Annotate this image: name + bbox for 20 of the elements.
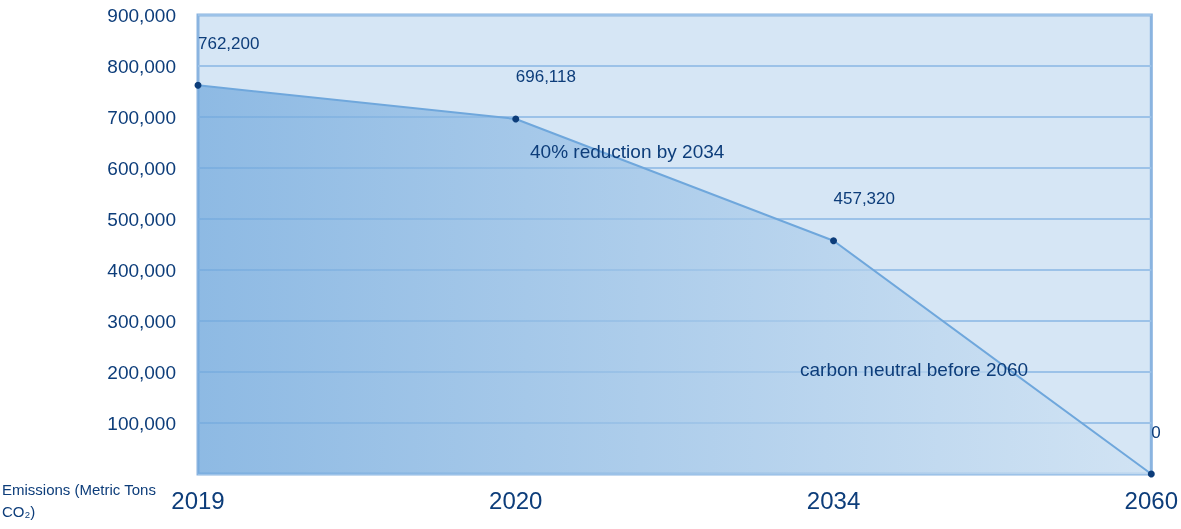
- x-tick-label: 2060: [1124, 486, 1178, 514]
- y-tick-label: 200,000: [107, 361, 176, 383]
- y-tick-label: 600,000: [107, 157, 176, 179]
- y-tick-label: 800,000: [107, 55, 176, 77]
- y-tick-label: 300,000: [107, 310, 176, 332]
- data-label: 457,320: [833, 189, 895, 209]
- y-tick-label: 100,000: [107, 412, 176, 434]
- x-tick-label: 2020: [489, 486, 543, 514]
- data-label: 696,118: [515, 67, 576, 87]
- annotation: 40% reduction by 2034: [530, 141, 725, 162]
- y-tick-label: 900,000: [107, 4, 176, 26]
- x-tick-label: 2034: [806, 486, 861, 514]
- y-tick-label: 700,000: [107, 106, 176, 128]
- y-tick-label: 500,000: [107, 208, 176, 230]
- y-axis-title: Emissions (Metric Tons CO₂): [2, 480, 161, 520]
- data-label: 762,200: [198, 33, 260, 53]
- data-label: 0: [1151, 422, 1161, 442]
- annotation: carbon neutral before 2060: [800, 359, 1029, 380]
- x-tick-label: 2019: [171, 486, 225, 514]
- y-tick-label: 400,000: [107, 259, 176, 281]
